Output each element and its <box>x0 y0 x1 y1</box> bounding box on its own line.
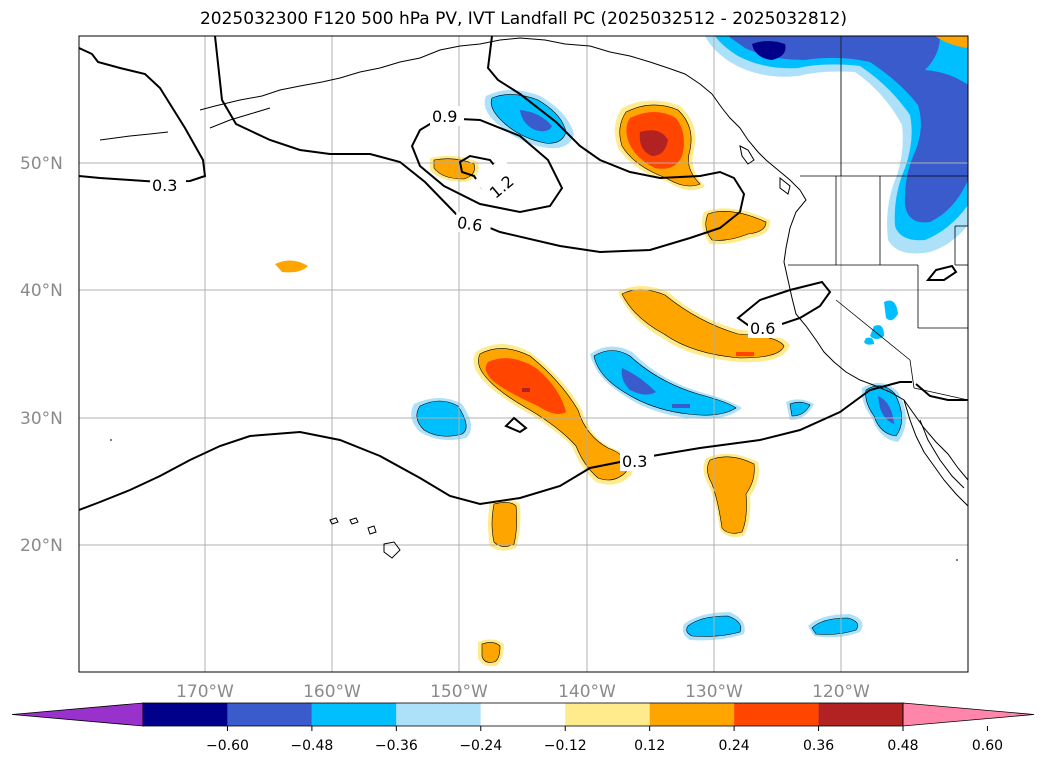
red-cluster-north <box>614 100 705 191</box>
contour-0.9 <box>410 116 564 214</box>
gridlines <box>79 36 968 672</box>
borders <box>788 36 969 401</box>
contour-0.3-south <box>78 381 912 511</box>
contour-0.3-south-end <box>915 383 968 401</box>
colorbar-segment <box>565 703 650 726</box>
colorbar-segment <box>143 703 228 726</box>
colorbar-segment <box>311 703 397 726</box>
lon-label-140w: 140°W <box>558 682 616 702</box>
lat-label-30n: 30°N <box>20 409 63 429</box>
contour-0.3-north <box>78 47 207 184</box>
lon-label-150w: 150°W <box>430 682 488 702</box>
contour-small-closed <box>504 416 528 434</box>
contour-label-0.3-north: 0.3 <box>152 176 177 195</box>
colorbar <box>11 702 1035 727</box>
colorbar-tick-label: −0.36 <box>375 738 418 754</box>
contour-small-closed-ca <box>925 264 958 281</box>
blue-blob-socal <box>861 382 906 442</box>
colorbar-tick-label: −0.48 <box>290 738 333 754</box>
lat-label-40n: 40°N <box>20 281 63 301</box>
orange-red-elongated <box>473 344 634 485</box>
lon-label-160w: 160°W <box>303 682 361 702</box>
colorbar-ticks: −0.60 −0.48 −0.36 −0.24 −0.12 0.12 0.24 0.36 0.4… <box>206 726 1003 754</box>
blue-blob-nevada-3 <box>864 337 874 345</box>
shaded-anomalies <box>275 36 968 667</box>
colorbar-tick-label: 0.12 <box>634 738 665 754</box>
blue-blob-south-2-core <box>812 618 858 635</box>
map-frame <box>78 35 969 673</box>
blue-blob-nevada-2 <box>870 325 884 339</box>
colorbar-tick-label: 0.36 <box>803 738 834 754</box>
colorbar-tick-label: 0.48 <box>887 738 918 754</box>
colorbar-border <box>142 702 904 727</box>
blue-band-central <box>590 346 742 419</box>
orange-blob-hawaii-east-core <box>492 502 517 547</box>
colorbar-tick-label: 0.24 <box>719 738 750 754</box>
lon-label-170w: 170°W <box>176 682 234 702</box>
contour-label-0.3-south: 0.3 <box>622 452 647 471</box>
lon-label-130w: 130°W <box>685 682 743 702</box>
colorbar-extend-high <box>902 702 1035 727</box>
chart-title: 2025032300 F120 500 hPa PV, IVT Landfall… <box>199 9 847 29</box>
colorbar-tick-label: −0.24 <box>459 738 502 754</box>
coastlines <box>99 37 969 561</box>
colorbar-segment <box>396 703 481 726</box>
colorbar-tick-label: −0.60 <box>206 738 249 754</box>
colorbar-tick-label: −0.12 <box>544 738 587 754</box>
blue-blob-small-east-core <box>790 402 810 416</box>
colorbar-segment <box>649 703 735 726</box>
shading-outlines <box>416 94 903 663</box>
contour-0.6-north <box>214 35 746 254</box>
colorbar-segment <box>480 703 566 726</box>
longitude-labels: 170°W 160°W 150°W 140°W 130°W 120°W <box>176 682 870 702</box>
colorbar-segment <box>227 703 312 726</box>
contour-labels: 0.9 1.2 0.3 0.6 0.6 0.3 <box>150 106 782 471</box>
colorbar-segment <box>818 703 903 726</box>
orange-blob-small-1-core <box>434 158 475 179</box>
lon-label-120w: 120°W <box>812 682 870 702</box>
colorbar-extend-low <box>11 702 144 727</box>
contour-label-0.6-east: 0.6 <box>750 319 775 338</box>
orange-blob-tiny-south-core <box>482 642 500 663</box>
orange-band-central <box>618 286 790 363</box>
orange-blob-tiny <box>275 260 308 273</box>
blue-blob-north <box>484 90 574 149</box>
latitude-labels: 50°N 40°N 30°N 20°N <box>20 154 63 556</box>
blue-blob-nevada <box>884 300 898 321</box>
orange-blob-south-core <box>707 456 755 534</box>
colorbar-tick-label: 0.60 <box>972 738 1003 754</box>
contour-label-0.6-north: 0.6 <box>456 213 484 235</box>
colorbar-segment <box>734 703 819 726</box>
contour-label-0.9: 0.9 <box>432 107 457 126</box>
blue-blob-west-core <box>416 401 467 437</box>
lat-label-50n: 50°N <box>20 154 63 174</box>
orange-blob-coast-core <box>705 211 766 241</box>
lat-label-20n: 20°N <box>20 536 63 556</box>
